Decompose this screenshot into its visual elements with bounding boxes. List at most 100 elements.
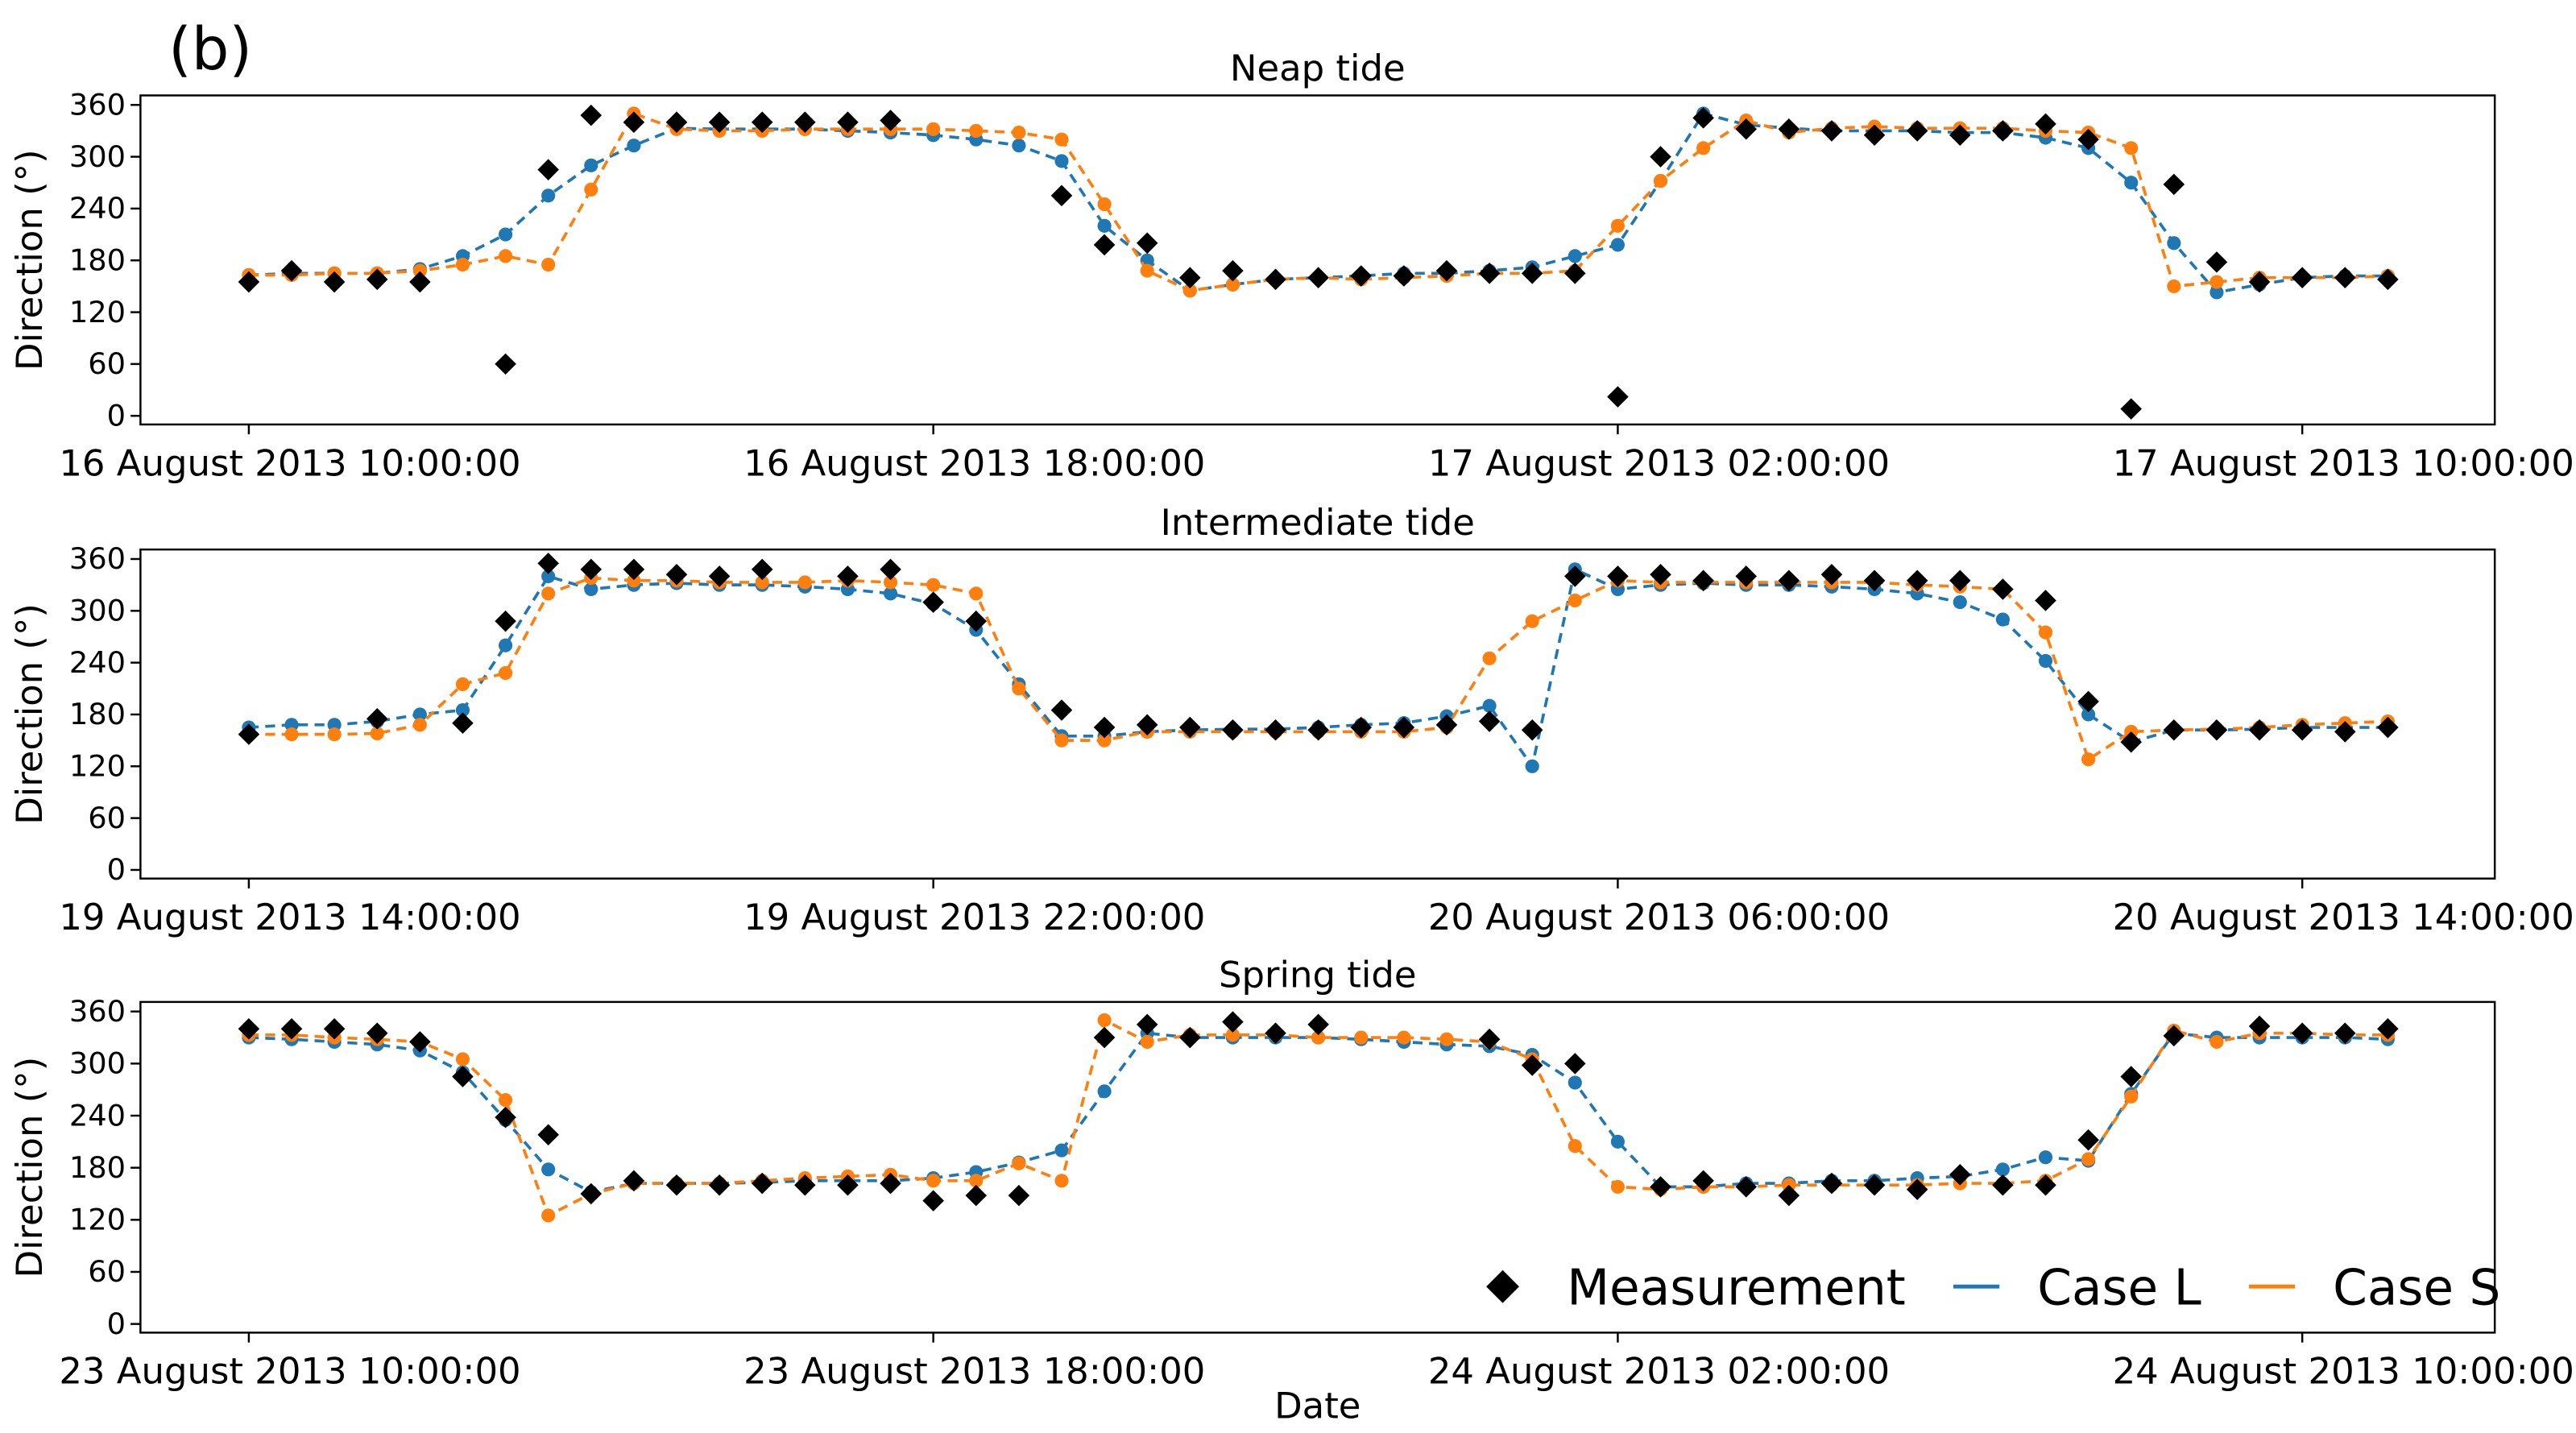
series-point xyxy=(412,718,427,732)
measurement-marker xyxy=(452,1066,474,1087)
series-point xyxy=(412,707,427,722)
series-point xyxy=(498,1093,513,1108)
y-tick-label: 120 xyxy=(69,1203,126,1237)
x-tick-label: 23 August 2013 18:00:00 xyxy=(743,1350,1205,1393)
series-point xyxy=(2124,141,2139,155)
y-tick-label: 240 xyxy=(69,191,126,226)
measurement-marker xyxy=(1350,716,1373,739)
series-point xyxy=(2209,275,2224,289)
series-point xyxy=(541,188,556,203)
legend-label: Case L xyxy=(2037,1260,2201,1317)
measurement-marker xyxy=(1265,268,1286,291)
measurement-marker xyxy=(1992,578,2014,600)
measurement-marker xyxy=(1435,714,1458,736)
series-point xyxy=(1482,651,1497,665)
series-point xyxy=(1995,1162,2010,1177)
series-point xyxy=(1182,284,1197,298)
series-point xyxy=(284,727,299,742)
series-point xyxy=(627,139,641,153)
y-axis-label: Direction (°) xyxy=(8,603,51,825)
plot-frame xyxy=(139,94,2496,426)
measurement-marker xyxy=(1307,267,1329,288)
measurement-marker xyxy=(623,111,645,133)
measurement-marker xyxy=(2291,267,2313,288)
series-point xyxy=(2081,752,2096,767)
series-point xyxy=(584,182,598,197)
measurement-marker xyxy=(2334,267,2356,288)
series-point xyxy=(1482,698,1497,713)
measurement-marker xyxy=(238,1017,260,1040)
measurement-marker xyxy=(623,1170,645,1192)
measurement-marker xyxy=(1949,1164,1971,1186)
series-point xyxy=(1012,681,1026,696)
measurement-marker xyxy=(1050,184,1073,207)
measurement-marker xyxy=(366,708,388,730)
measurement-marker xyxy=(1650,1176,1671,1198)
x-tick-label: 19 August 2013 22:00:00 xyxy=(743,896,1205,938)
measurement-marker xyxy=(2334,1022,2356,1044)
series-point xyxy=(1140,1034,1154,1050)
y-tick-label: 0 xyxy=(107,852,126,887)
measurement-marker xyxy=(965,1184,988,1207)
y-tick-label: 240 xyxy=(69,645,126,680)
measurement-marker xyxy=(880,1172,901,1195)
series-point xyxy=(1568,1075,1582,1090)
measurement-marker xyxy=(1350,265,1373,287)
measurement-marker xyxy=(837,1174,859,1196)
measurement-marker xyxy=(1307,719,1329,741)
measurement-marker xyxy=(1521,719,1543,741)
measurement-marker xyxy=(965,610,988,632)
y-tick-label: 180 xyxy=(69,1150,126,1185)
series-point xyxy=(1054,1143,1069,1158)
measurement-marker xyxy=(452,712,474,734)
series-point xyxy=(455,1052,470,1066)
legend-label: Measurement xyxy=(1567,1260,1906,1317)
measurement-marker xyxy=(1478,1028,1501,1050)
series-point xyxy=(2081,1152,2096,1166)
measurement-marker xyxy=(495,1106,516,1129)
series-point xyxy=(541,1208,556,1223)
measurement-marker xyxy=(751,558,773,581)
x-tick-label: 20 August 2013 14:00:00 xyxy=(2113,896,2574,938)
measurement-marker xyxy=(1564,1053,1586,1075)
legend-label: Case S xyxy=(2333,1260,2500,1317)
y-tick-label: 360 xyxy=(69,994,126,1029)
series-point xyxy=(1696,141,1711,155)
y-tick-label: 0 xyxy=(107,398,126,433)
series-point xyxy=(584,158,598,172)
series-point xyxy=(1610,238,1625,252)
x-tick-label: 19 August 2013 14:00:00 xyxy=(59,896,520,938)
series-point xyxy=(1012,125,1026,140)
series-point xyxy=(2209,285,2224,300)
measurement-marker xyxy=(2120,1066,2143,1087)
measurement-marker xyxy=(1435,259,1458,282)
y-tick-label: 60 xyxy=(88,346,126,381)
chart-title: Intermediate tide xyxy=(1161,501,1475,544)
series-point xyxy=(1311,1030,1326,1045)
measurement-marker xyxy=(751,111,773,133)
series-point xyxy=(1525,759,1539,773)
measurement-marker xyxy=(1607,386,1629,408)
measurement-marker xyxy=(922,1190,944,1211)
y-tick-label: 60 xyxy=(88,1254,126,1289)
series-point xyxy=(2038,653,2053,669)
series-point xyxy=(284,718,299,732)
measurement-marker xyxy=(537,159,559,180)
measurement-marker xyxy=(537,553,559,574)
series-point xyxy=(455,677,470,692)
chart-title: Spring tide xyxy=(1219,953,1417,996)
measurement-marker xyxy=(1992,120,2014,142)
measurement-marker xyxy=(708,111,731,133)
series-point xyxy=(1568,1139,1582,1153)
chart-title: Neap tide xyxy=(1230,47,1406,89)
x-tick-label: 23 August 2013 10:00:00 xyxy=(59,1350,520,1393)
y-tick-label: 0 xyxy=(107,1307,126,1341)
series-point xyxy=(541,258,556,272)
measurement-marker xyxy=(1521,1054,1543,1076)
measurement-marker xyxy=(366,1022,388,1044)
x-tick-label: 17 August 2013 10:00:00 xyxy=(2113,441,2574,484)
series-point xyxy=(1610,1134,1625,1149)
y-axis-label: Direction (°) xyxy=(8,149,51,371)
measurement-marker xyxy=(1136,232,1158,255)
measurement-marker xyxy=(623,558,645,581)
